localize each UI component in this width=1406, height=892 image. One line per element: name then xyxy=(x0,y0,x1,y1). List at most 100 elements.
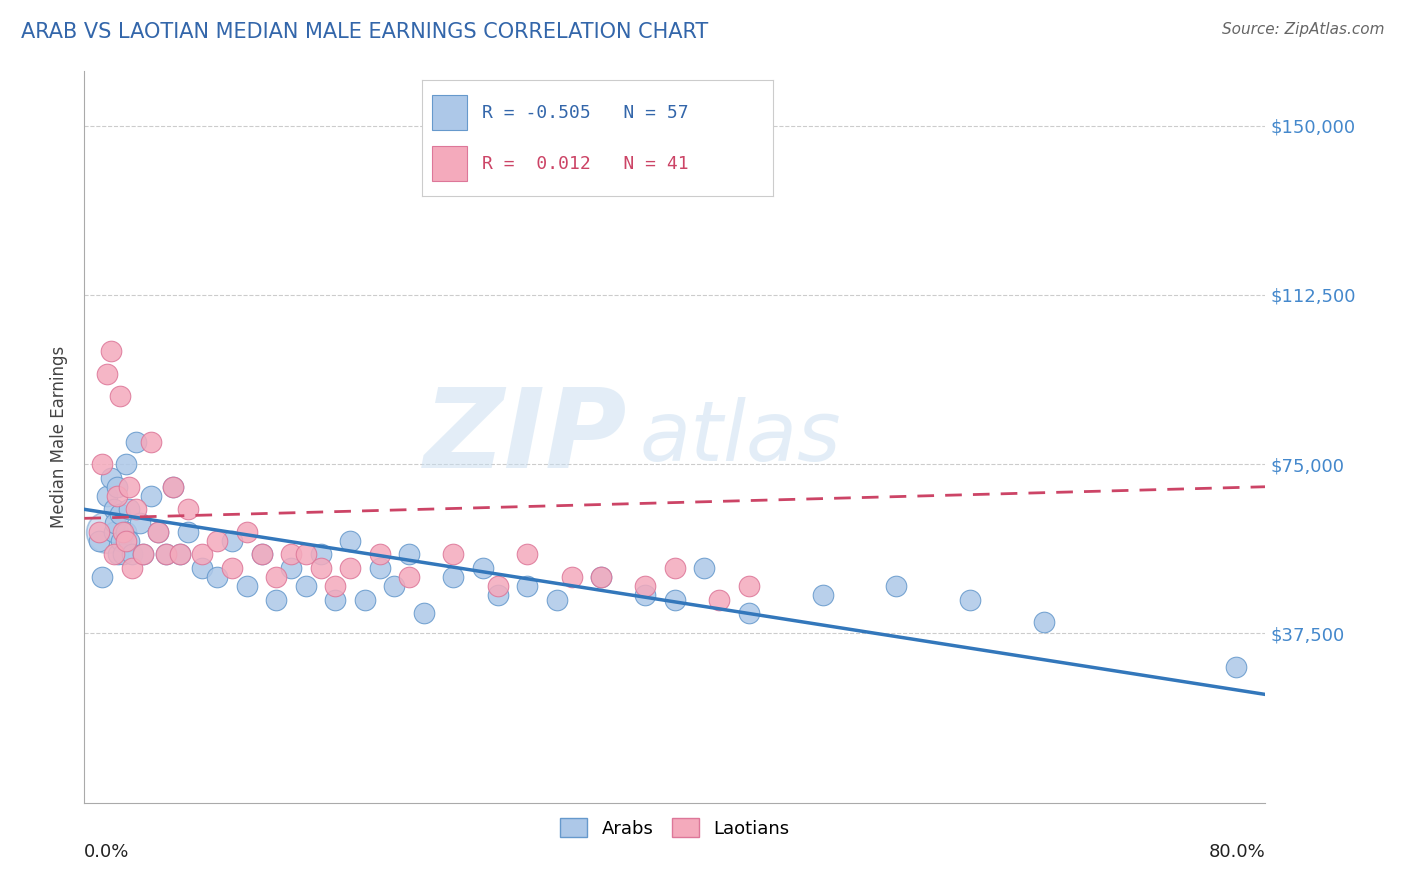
Point xyxy=(1225,660,1247,674)
Point xyxy=(162,480,184,494)
Text: ZIP: ZIP xyxy=(425,384,627,491)
Point xyxy=(125,434,148,449)
Point xyxy=(118,480,141,494)
Point xyxy=(546,592,568,607)
Text: atlas: atlas xyxy=(640,397,841,477)
Point xyxy=(207,533,229,548)
Legend: Arabs, Laotians: Arabs, Laotians xyxy=(553,811,797,845)
Point xyxy=(811,588,834,602)
Point xyxy=(339,561,361,575)
Point xyxy=(125,502,148,516)
Point xyxy=(177,524,200,539)
Point xyxy=(96,524,118,539)
Point xyxy=(103,524,125,539)
Point xyxy=(87,533,111,548)
Point xyxy=(398,548,420,562)
Point xyxy=(105,480,128,494)
Point xyxy=(96,489,118,503)
Point xyxy=(111,548,134,562)
Point xyxy=(110,533,132,548)
Point xyxy=(191,548,214,562)
Point xyxy=(121,548,143,562)
Y-axis label: Median Male Earnings: Median Male Earnings xyxy=(51,346,69,528)
Text: 0.0%: 0.0% xyxy=(84,843,129,861)
Point xyxy=(105,489,128,503)
Point xyxy=(516,579,538,593)
Point xyxy=(103,548,125,562)
Point xyxy=(100,344,122,359)
Point xyxy=(384,579,406,593)
Point xyxy=(709,592,731,607)
Point xyxy=(177,502,200,516)
Point xyxy=(309,548,332,562)
Point xyxy=(162,480,184,494)
Point xyxy=(738,579,761,593)
Point xyxy=(118,502,141,516)
Point xyxy=(561,570,583,584)
Point xyxy=(443,548,465,562)
Point xyxy=(132,548,155,562)
Point xyxy=(100,471,122,485)
Point xyxy=(280,561,302,575)
Point xyxy=(486,579,509,593)
Point xyxy=(634,588,657,602)
Point xyxy=(96,367,118,381)
Point xyxy=(664,561,686,575)
Point xyxy=(87,524,111,539)
Point xyxy=(368,548,391,562)
Point xyxy=(325,592,347,607)
Text: ARAB VS LAOTIAN MEDIAN MALE EARNINGS CORRELATION CHART: ARAB VS LAOTIAN MEDIAN MALE EARNINGS COR… xyxy=(21,22,709,42)
Text: Source: ZipAtlas.com: Source: ZipAtlas.com xyxy=(1222,22,1385,37)
Point xyxy=(155,548,177,562)
Point xyxy=(139,434,162,449)
Point xyxy=(295,579,318,593)
Point xyxy=(280,548,302,562)
Point xyxy=(368,561,391,575)
Point xyxy=(516,548,538,562)
Point xyxy=(148,524,170,539)
Point xyxy=(169,548,191,562)
Point xyxy=(236,579,259,593)
Point xyxy=(207,570,229,584)
Point xyxy=(103,502,125,516)
Point xyxy=(472,561,495,575)
Point xyxy=(221,533,243,548)
Point xyxy=(486,588,509,602)
Point xyxy=(309,561,332,575)
Point xyxy=(250,548,273,562)
Point xyxy=(91,570,114,584)
Point xyxy=(634,579,657,593)
Point xyxy=(738,606,761,620)
Point xyxy=(339,533,361,548)
Point xyxy=(959,592,981,607)
Point xyxy=(266,592,288,607)
Point xyxy=(693,561,716,575)
Point xyxy=(91,457,114,471)
Point xyxy=(591,570,613,584)
Point xyxy=(108,507,131,521)
Point xyxy=(148,524,170,539)
Point xyxy=(111,524,134,539)
Point xyxy=(354,592,377,607)
Point xyxy=(114,524,136,539)
Point xyxy=(107,548,129,562)
Point xyxy=(221,561,243,575)
Text: R =  0.012   N = 41: R = 0.012 N = 41 xyxy=(481,155,688,173)
Point xyxy=(114,457,136,471)
Point xyxy=(398,570,420,584)
Point xyxy=(886,579,908,593)
Bar xyxy=(433,146,467,181)
Text: 80.0%: 80.0% xyxy=(1209,843,1265,861)
Point xyxy=(664,592,686,607)
Point xyxy=(169,548,191,562)
Point xyxy=(1033,615,1056,630)
Point xyxy=(413,606,436,620)
Point xyxy=(139,489,162,503)
Point xyxy=(591,570,613,584)
Point xyxy=(155,548,177,562)
Text: R = -0.505   N = 57: R = -0.505 N = 57 xyxy=(481,103,688,121)
Point xyxy=(250,548,273,562)
Point xyxy=(108,389,131,403)
Point xyxy=(295,548,318,562)
Bar xyxy=(433,95,467,130)
